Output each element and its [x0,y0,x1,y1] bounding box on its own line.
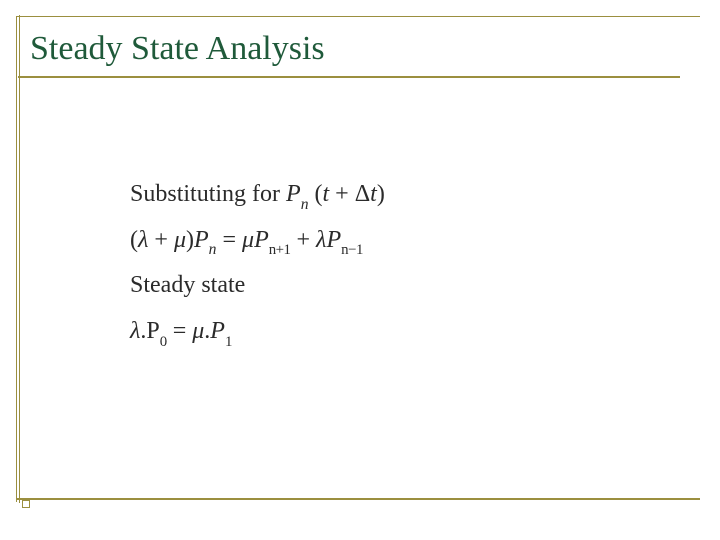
line-equation: (λ + μ)Pn = μPn+1 + λPn−1 [130,218,660,264]
eq-2: = [167,318,193,344]
sym-P-5: P [210,318,225,344]
sym-P-3: P [254,227,269,253]
paren-close-2: ) [186,227,194,253]
sym-P-up: P [146,318,159,344]
left-border-line [16,16,17,502]
plus-3: + [291,227,317,253]
sym-mu-3: μ [192,318,204,344]
plus-2: + [148,227,174,253]
content-block: Substituting for Pn (t + Δt) (λ + μ)Pn =… [130,172,660,354]
title-underline [18,76,680,78]
slide-title: Steady State Analysis [30,30,690,74]
sym-lambda-2: λ [316,227,326,253]
line-substituting: Substituting for Pn (t + Δt) [130,172,660,218]
title-area: Steady State Analysis [30,30,690,74]
sym-mu: μ [174,227,186,253]
sym-mu-2: μ [242,227,254,253]
sub-n-plus-1: n+1 [269,242,291,258]
sub-n-2: n [209,241,217,258]
line-steady-state-label: Steady state [130,263,660,309]
sym-delta: Δ [355,181,370,207]
top-border-line [16,16,700,17]
paren-close: ) [377,181,385,207]
eq: = [216,227,242,253]
slide: Steady State Analysis Substituting for P… [0,0,720,540]
sym-lambda: λ [138,227,148,253]
sub-zero: 0 [160,334,167,350]
sym-P-2: P [194,227,209,253]
plus: + [329,181,355,207]
paren-open-2: ( [130,227,138,253]
sub-one: 1 [225,334,232,350]
sym-P-4: P [326,227,341,253]
text-substituting: Substituting for [130,181,286,207]
sym-P: P [286,181,301,207]
corner-square-icon [22,500,30,508]
sym-lambda-3: λ [130,318,140,344]
bottom-border-line [16,498,700,500]
sub-n: n [301,196,309,213]
sym-t2: t [370,181,377,207]
line-steady-state-equation: λ.P0 = μ.P1 [130,309,660,355]
sub-n-minus-1: n−1 [341,242,363,258]
